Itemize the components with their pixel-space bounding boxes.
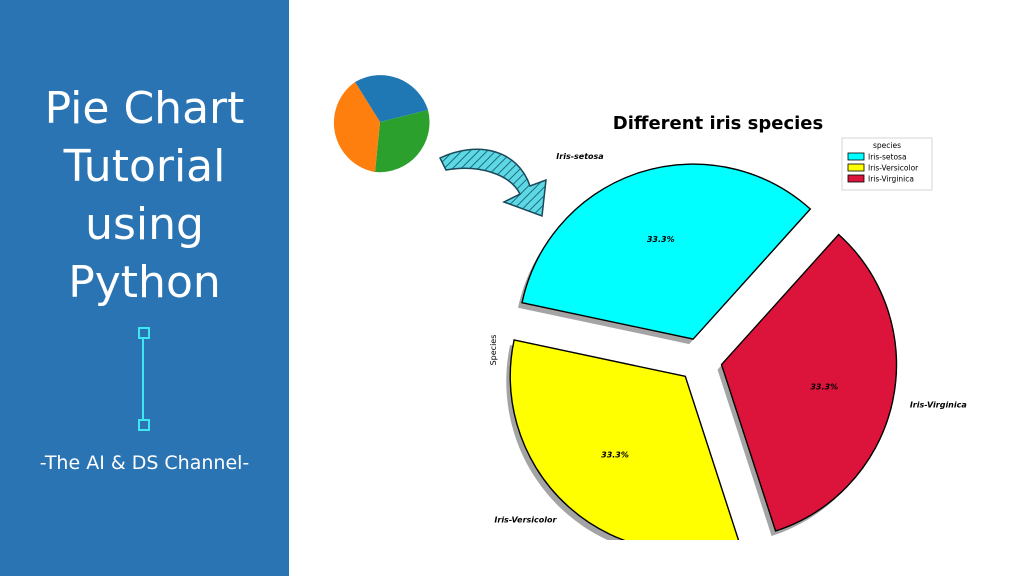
legend-label: Iris-Versicolor	[868, 164, 919, 173]
legend: species Iris-setosa Iris-Versicolor Iris-V…	[841, 137, 933, 191]
pie-slice	[521, 163, 812, 340]
y-axis-label: Species	[489, 335, 498, 366]
legend-swatch	[847, 174, 865, 183]
title-line: Tutorial	[63, 141, 226, 192]
legend-label: Iris-Virginica	[868, 175, 914, 184]
slice-percent-label: 33.3%	[647, 235, 675, 244]
video-title: Pie Chart Tutorial using Python	[0, 80, 289, 312]
pie-chart: Different iris species Species 33.3% Iris…	[489, 113, 967, 540]
slice-category-label: Iris-Virginica	[910, 401, 967, 410]
pie-slice	[720, 233, 898, 532]
chart-title: Different iris species	[613, 113, 823, 134]
title-panel: Pie Chart Tutorial using Python -The AI …	[0, 0, 289, 576]
thumbnail-slice	[355, 75, 428, 122]
slice-category-label: Iris-Versicolor	[494, 515, 557, 524]
legend-swatch	[847, 152, 865, 161]
slice-percent-label: 33.3%	[810, 382, 838, 391]
thumbnail-slice	[375, 110, 430, 173]
pie-slice	[509, 339, 740, 540]
thumbnail-slice	[333, 82, 380, 172]
thumbnail-pie-icon	[333, 75, 430, 173]
legend-title: species	[873, 141, 901, 150]
legend-label: Iris-setosa	[868, 153, 907, 162]
title-line: using	[85, 199, 204, 250]
legend-swatch	[847, 163, 865, 172]
slice-percent-label: 33.3%	[601, 450, 629, 459]
curved-arrow-icon	[438, 148, 547, 218]
resize-handle-icon	[137, 327, 150, 431]
title-line: Pie Chart	[44, 83, 245, 134]
channel-name: -The AI & DS Channel-	[39, 452, 250, 474]
title-line: Python	[68, 257, 221, 308]
slice-category-label: Iris-setosa	[556, 152, 603, 161]
